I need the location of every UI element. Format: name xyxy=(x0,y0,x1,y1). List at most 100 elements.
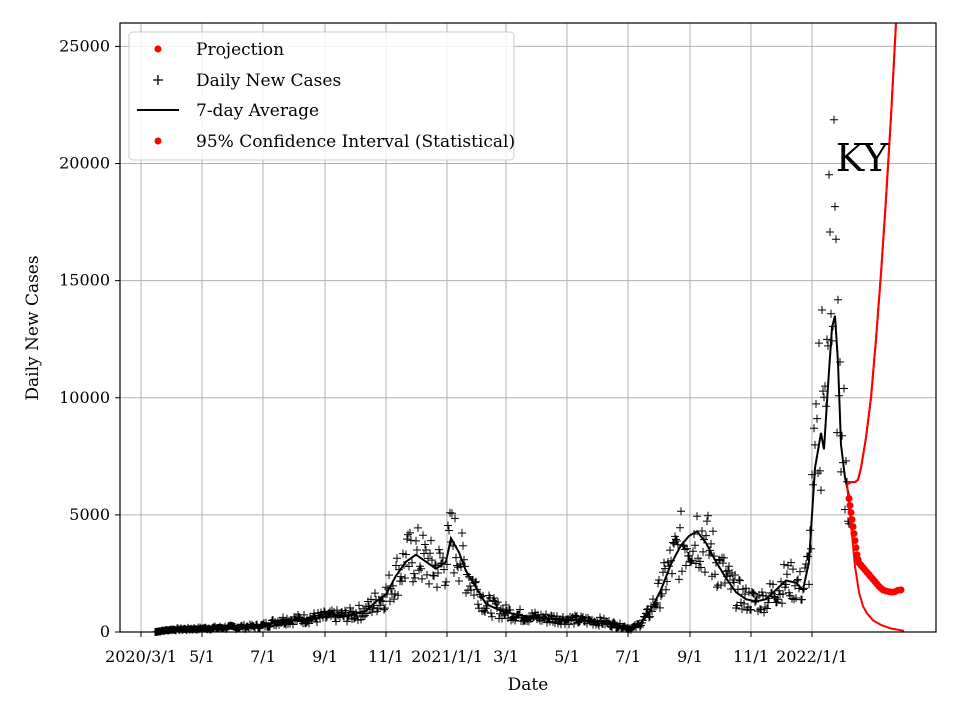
daily-case-marker xyxy=(643,605,651,614)
daily-case-marker xyxy=(421,540,429,549)
daily-case-marker xyxy=(692,559,700,568)
daily-case-marker xyxy=(413,545,421,554)
daily-case-marker xyxy=(689,547,697,556)
daily-case-marker xyxy=(414,523,422,532)
daily-case-marker xyxy=(760,608,768,617)
daily-case-marker xyxy=(761,603,769,612)
daily-case-marker xyxy=(412,536,420,545)
y-tick-label: 25000 xyxy=(59,36,110,55)
daily-case-marker xyxy=(516,605,524,614)
daily-case-marker xyxy=(435,545,443,554)
daily-case-marker xyxy=(815,339,823,348)
x-tick-label: 2022/1/1 xyxy=(776,647,848,666)
daily-case-marker xyxy=(779,589,787,598)
projection-dot xyxy=(852,544,860,552)
daily-case-marker xyxy=(830,115,838,124)
daily-case-marker xyxy=(753,592,761,601)
daily-case-marker xyxy=(681,545,689,554)
x-tick-label: 11/1 xyxy=(733,647,769,666)
legend-label: Daily New Cases xyxy=(196,71,341,91)
daily-case-marker xyxy=(343,617,351,626)
daily-case-marker xyxy=(701,568,709,577)
daily-case-marker xyxy=(780,560,788,569)
daily-case-marker xyxy=(492,599,500,608)
daily-case-marker xyxy=(687,558,695,567)
daily-case-marker xyxy=(659,568,667,577)
daily-case-marker xyxy=(748,587,756,596)
x-tick-label: 2021/1/1 xyxy=(411,647,483,666)
daily-case-marker xyxy=(390,595,398,604)
95-confidence-interval-lower-line xyxy=(846,484,905,632)
y-tick-label: 0 xyxy=(100,622,110,641)
daily-case-marker xyxy=(788,594,796,603)
daily-case-marker xyxy=(685,551,693,560)
daily-case-marker xyxy=(756,605,764,614)
daily-case-marker xyxy=(789,565,797,574)
daily-case-marker xyxy=(487,609,495,618)
daily-case-marker xyxy=(721,578,729,587)
daily-case-marker xyxy=(467,586,475,595)
daily-case-marker xyxy=(407,536,415,545)
daily-case-marker xyxy=(441,581,449,590)
daily-case-marker xyxy=(459,541,467,550)
legend-label: Projection xyxy=(196,40,284,60)
daily-case-marker xyxy=(713,583,721,592)
projection-dot xyxy=(848,516,856,524)
daily-case-marker xyxy=(831,202,839,211)
legend-dot-marker xyxy=(154,45,162,53)
daily-case-marker xyxy=(662,585,670,594)
daily-case-marker xyxy=(450,568,458,577)
daily-case-marker xyxy=(470,591,478,600)
x-tick-label: 5/1 xyxy=(554,647,580,666)
daily-case-marker xyxy=(392,561,400,570)
x-tick-label: 5/1 xyxy=(189,647,215,666)
daily-case-marker xyxy=(778,599,786,608)
daily-case-marker xyxy=(740,599,748,608)
daily-case-marker xyxy=(758,588,766,597)
axes-frame xyxy=(119,22,937,633)
daily-case-marker xyxy=(798,595,806,604)
projection-dots xyxy=(845,494,905,596)
daily-case-marker xyxy=(686,557,694,566)
daily-case-marker xyxy=(774,595,782,604)
daily-case-marker xyxy=(783,570,791,579)
projection-dot xyxy=(847,509,855,517)
daily-case-marker xyxy=(840,384,848,393)
daily-case-marker xyxy=(419,531,427,540)
daily-case-marker xyxy=(455,576,463,585)
daily-case-marker xyxy=(442,577,450,586)
daily-case-marker xyxy=(368,608,376,617)
daily-case-marker xyxy=(481,608,489,617)
projection-dot xyxy=(845,494,853,502)
daily-case-marker xyxy=(424,554,432,563)
daily-case-marker xyxy=(678,567,686,576)
daily-case-marker xyxy=(673,537,681,546)
x-axis-label: Date xyxy=(508,675,549,695)
y-tick-label: 10000 xyxy=(59,388,110,407)
daily-case-marker xyxy=(341,606,349,615)
daily-case-marker xyxy=(305,619,313,628)
daily-case-marker xyxy=(371,589,379,598)
daily-case-marker xyxy=(490,593,498,602)
daily-case-marker xyxy=(812,399,820,408)
daily-case-marker xyxy=(691,541,699,550)
daily-case-marker xyxy=(439,553,447,562)
daily-case-marker xyxy=(382,583,390,592)
daily-case-marker xyxy=(720,553,728,562)
daily-case-marker xyxy=(445,526,453,535)
95-confidence-interval-upper-line xyxy=(846,22,897,486)
legend-label: 95% Confidence Interval (Statistical) xyxy=(196,132,515,152)
daily-case-marker xyxy=(380,605,388,614)
daily-case-marker xyxy=(817,486,825,495)
daily-case-marker xyxy=(787,558,795,567)
daily-case-marker xyxy=(425,579,433,588)
projection-dot xyxy=(897,586,905,594)
daily-case-marker xyxy=(792,593,800,602)
daily-case-marker xyxy=(451,514,459,523)
daily-case-marker xyxy=(374,604,382,613)
daily-case-marker xyxy=(790,595,798,604)
daily-case-marker xyxy=(282,620,290,629)
daily-case-marker xyxy=(668,569,676,578)
plot-area xyxy=(151,22,905,636)
